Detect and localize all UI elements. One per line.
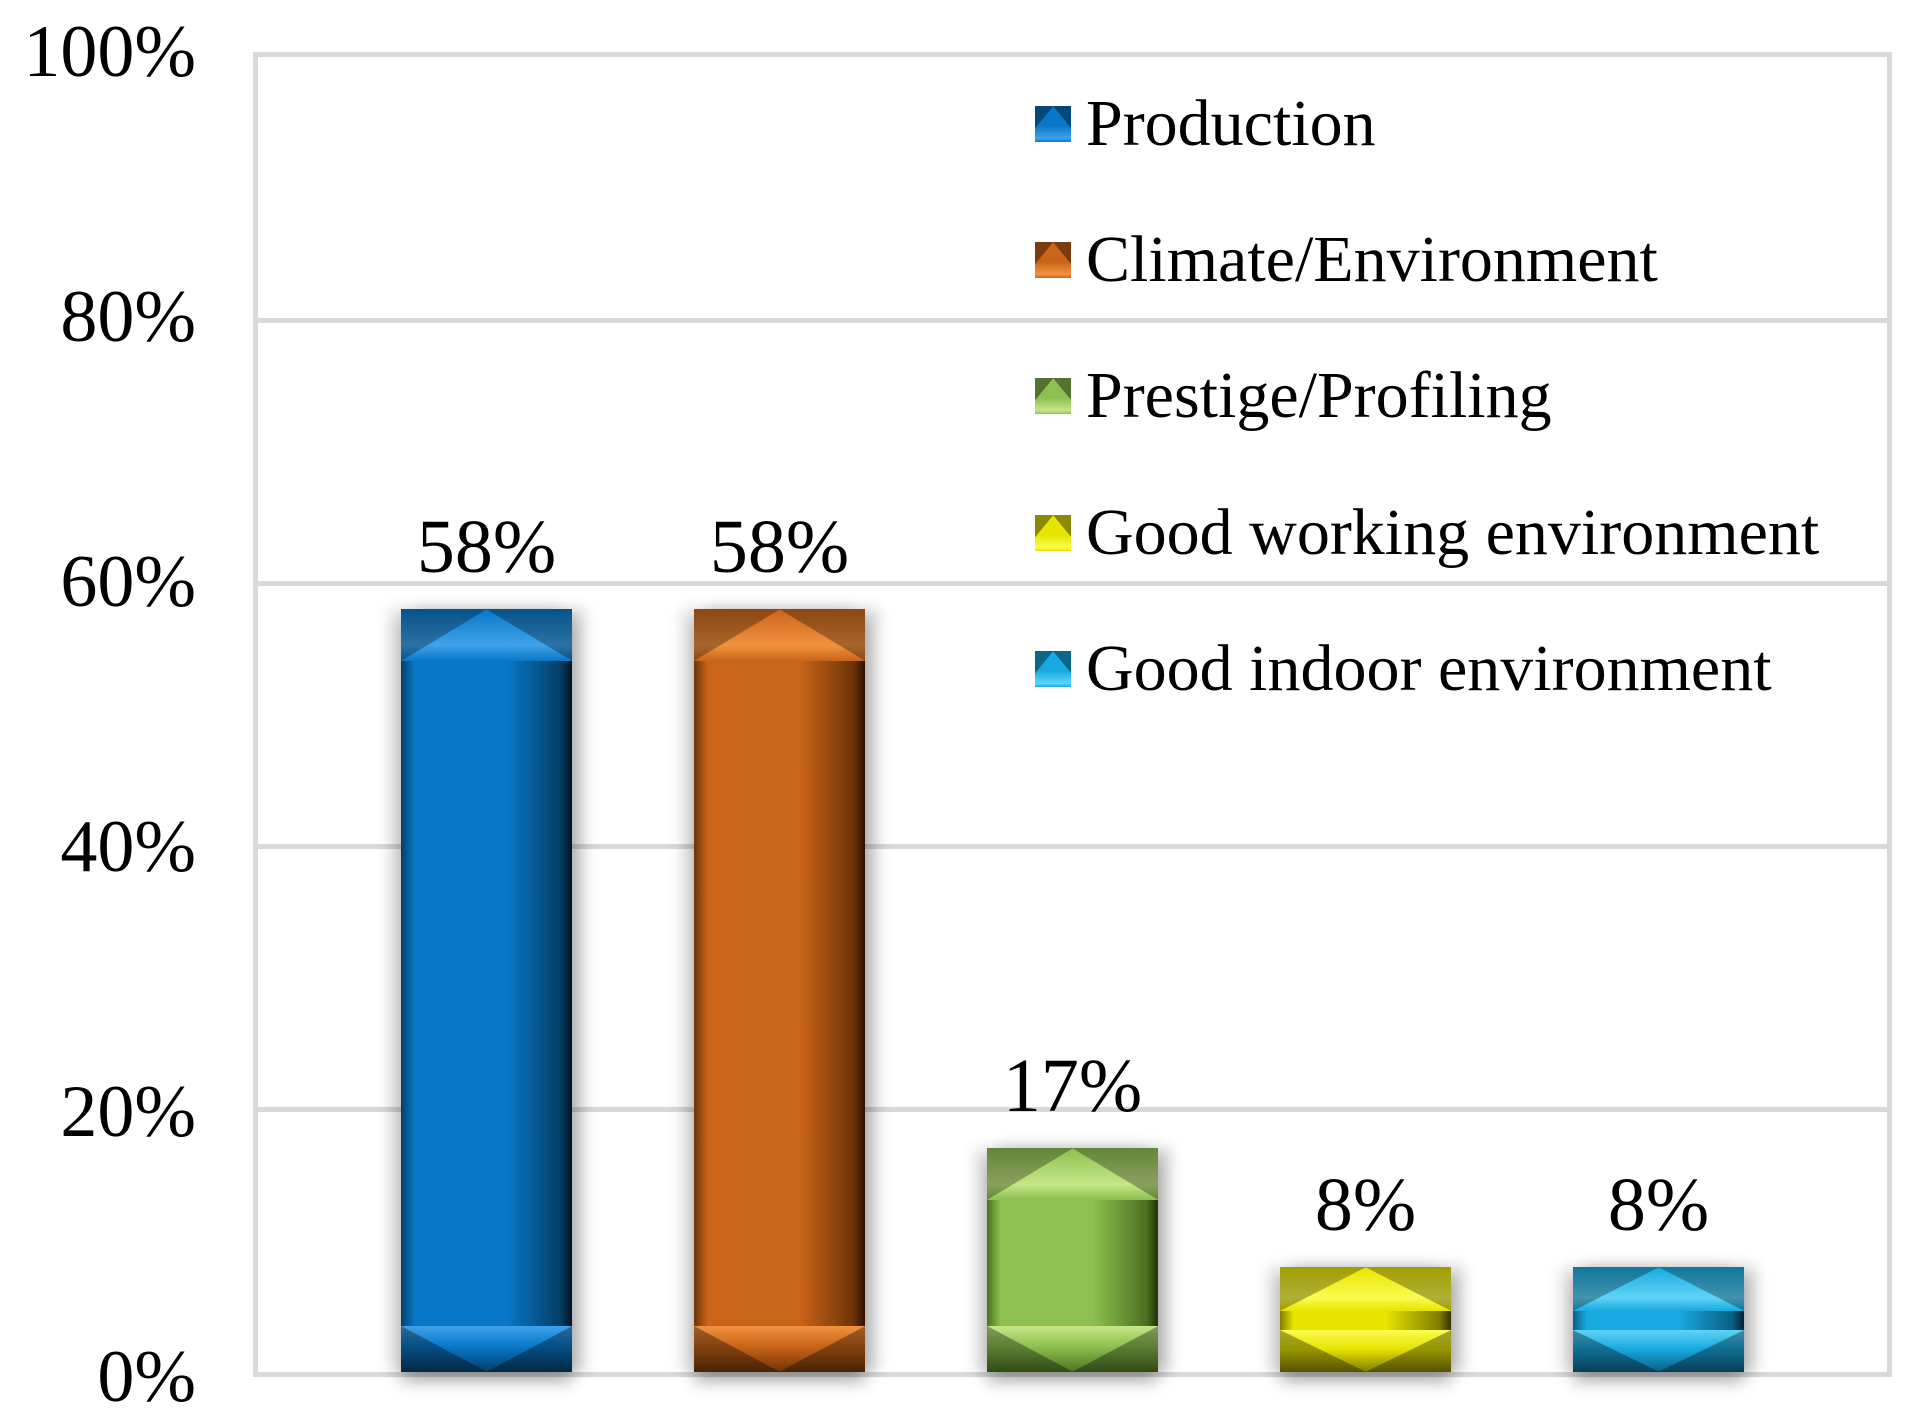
bar-slot-production: 58%: [401, 57, 572, 1372]
bar-data-label-production: 58%: [416, 505, 557, 589]
bar-data-label-good-working-environment: 8%: [1314, 1163, 1417, 1247]
bar-bottom-bevel: [1280, 1330, 1451, 1372]
bar-production: [401, 609, 572, 1372]
bar-face: [694, 609, 865, 1372]
bar-top-bevel: [694, 609, 865, 661]
bar-face: [401, 609, 572, 1372]
bar-slot-good-working-environment: 8%: [1280, 57, 1451, 1372]
bar-climate-environment: [694, 609, 865, 1372]
bar-bottom-bevel: [401, 1326, 572, 1372]
y-tick-label-0: 0%: [97, 1336, 196, 1418]
y-tick-label-100: 100%: [23, 11, 196, 93]
gridline-80pct: [258, 318, 1887, 323]
bar-top-bevel: [1573, 1267, 1744, 1311]
y-tick-label-60: 60%: [60, 541, 196, 623]
bar-data-label-prestige-profiling: 17%: [1002, 1044, 1143, 1128]
gridline-40pct: [258, 844, 1887, 849]
bar-data-label-climate-environment: 58%: [709, 505, 850, 589]
bar-top-bevel: [401, 609, 572, 661]
bar-top-bevel: [987, 1148, 1158, 1200]
bar-slot-good-indoor-environment: 8%: [1573, 57, 1744, 1372]
bar-bottom-bevel: [987, 1326, 1158, 1372]
bar-good-indoor-environment: [1573, 1267, 1744, 1372]
y-tick-label-40: 40%: [60, 806, 196, 888]
bar-slot-prestige-profiling: 17%: [987, 57, 1158, 1372]
bar-bottom-bevel: [694, 1326, 865, 1372]
y-tick-label-20: 20%: [60, 1071, 196, 1153]
gridline-20pct: [258, 1107, 1887, 1112]
gridline-60pct: [258, 581, 1887, 586]
plot-area: 58% 58% 17% 8% 8%: [253, 52, 1892, 1377]
bar-data-label-good-indoor-environment: 8%: [1607, 1163, 1710, 1247]
bar-top-bevel: [1280, 1267, 1451, 1311]
bar-slot-climate-environment: 58%: [694, 57, 865, 1372]
bar-prestige-profiling: [987, 1148, 1158, 1372]
bar-bottom-bevel: [1573, 1330, 1744, 1372]
bars-container: 58% 58% 17% 8% 8%: [258, 57, 1887, 1372]
y-tick-label-80: 80%: [60, 276, 196, 358]
bar-good-working-environment: [1280, 1267, 1451, 1372]
